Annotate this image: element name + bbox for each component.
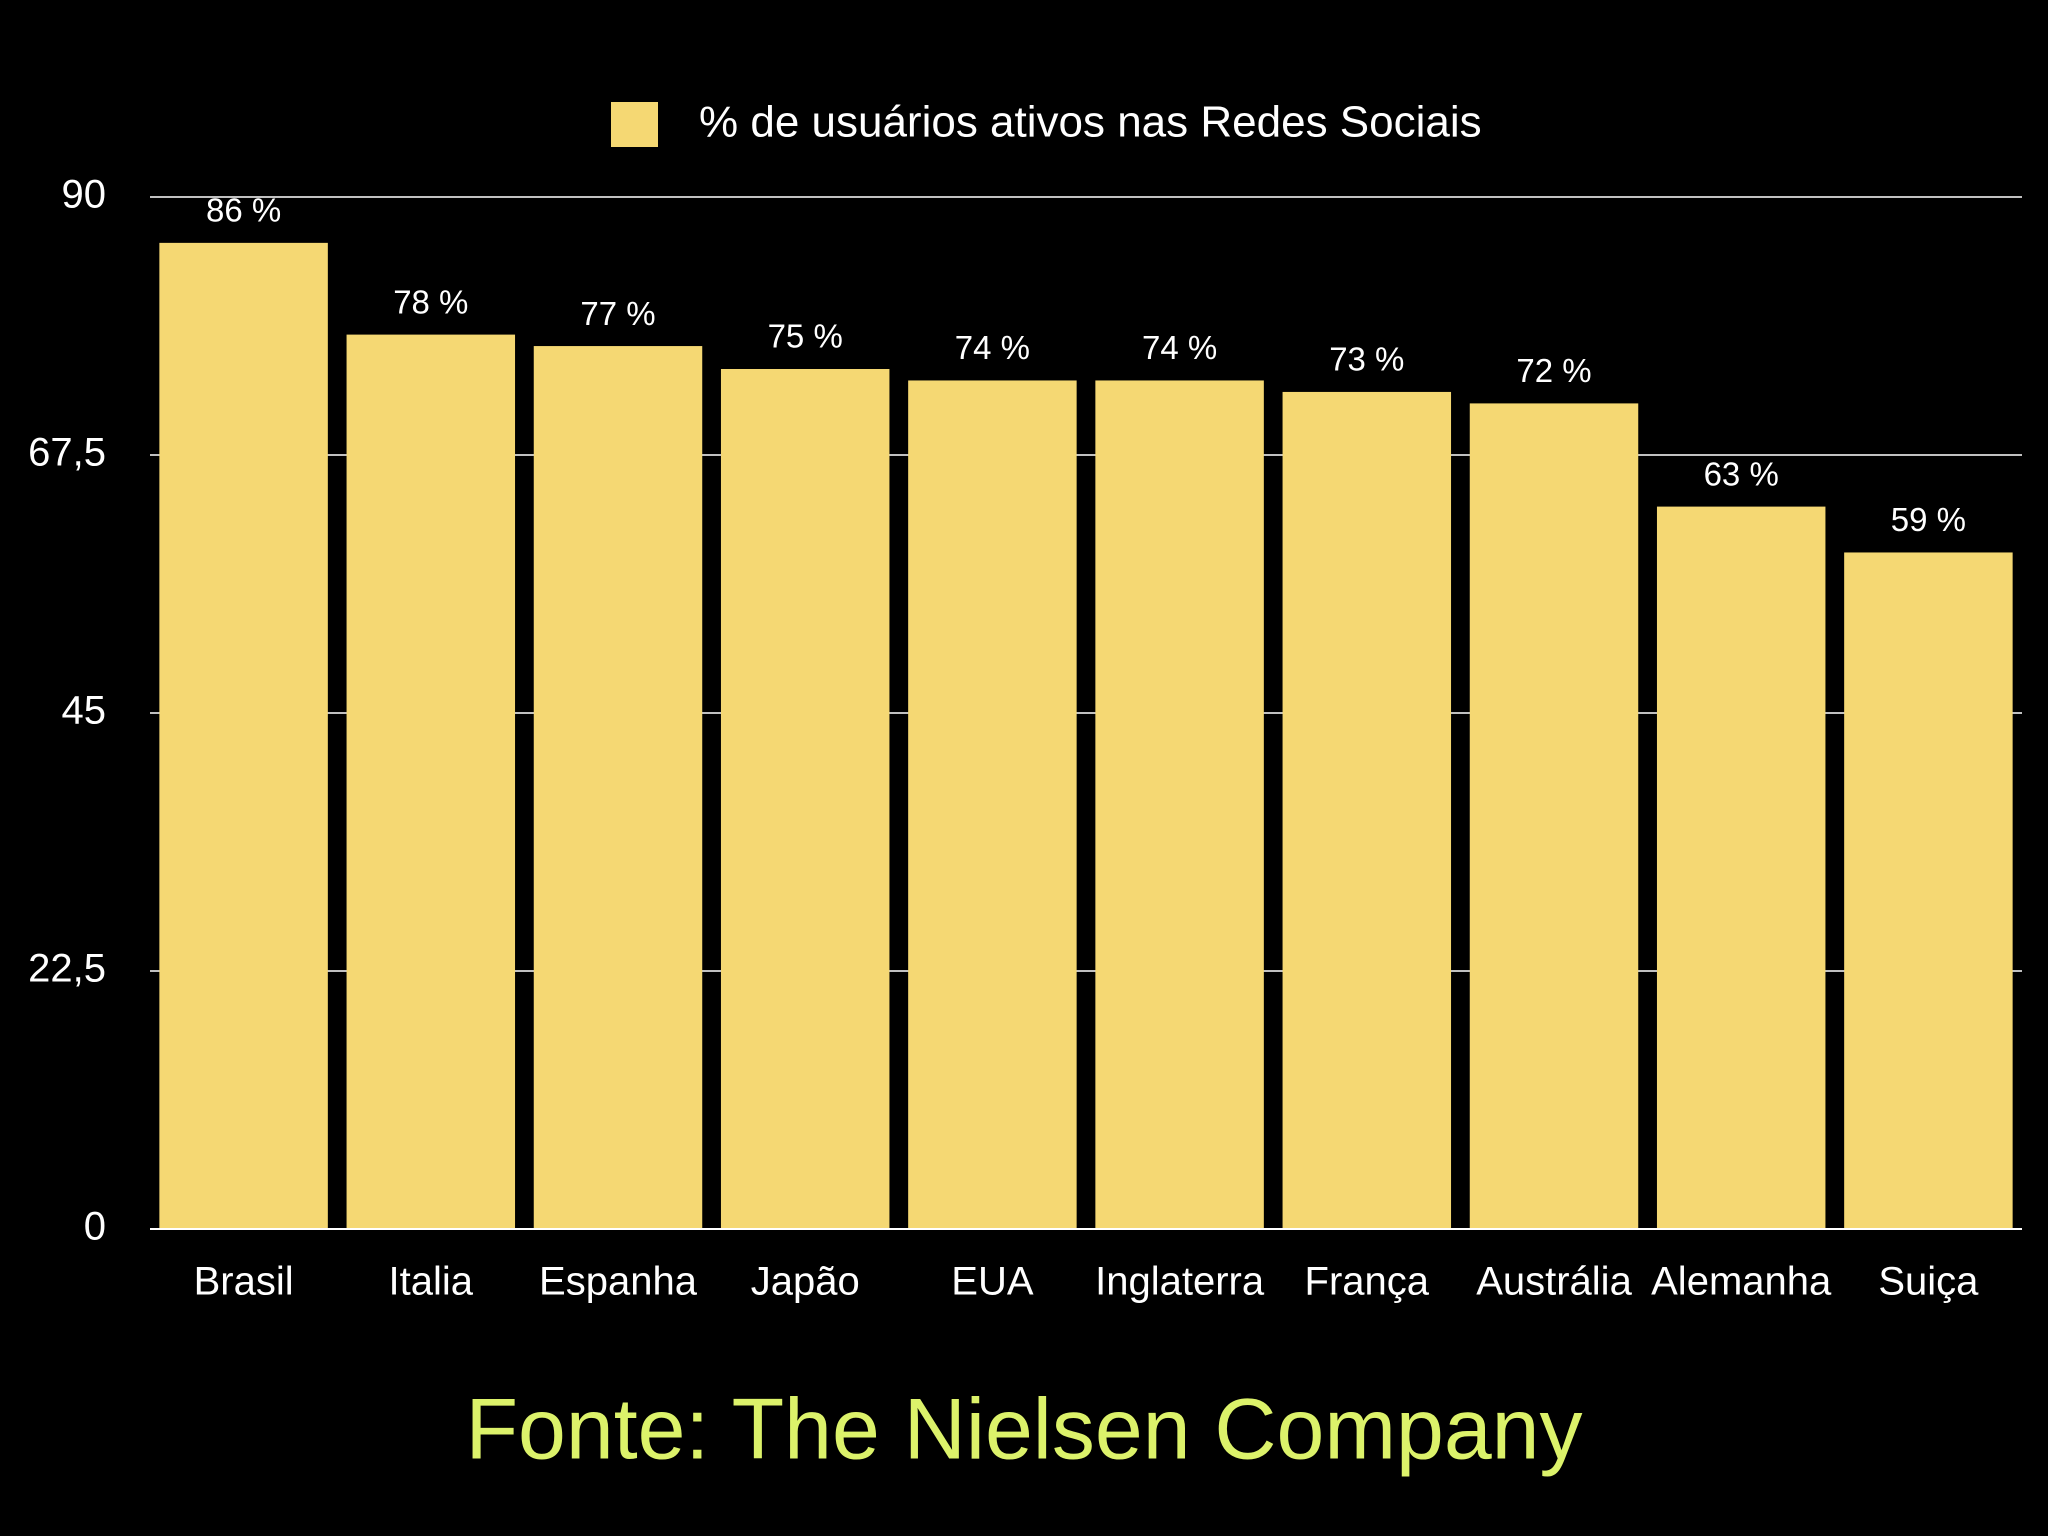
value-label: 73 %: [1329, 341, 1404, 378]
value-label: 78 %: [393, 283, 468, 320]
x-tick-label: Espanha: [539, 1260, 698, 1304]
bar: [533, 346, 703, 1230]
bar: [720, 369, 890, 1229]
legend-swatch: [611, 102, 658, 147]
y-tick-label: 0: [84, 1205, 106, 1249]
value-label: 72 %: [1516, 352, 1591, 389]
value-label: 59 %: [1891, 501, 1966, 538]
y-tick-label: 67,5: [28, 431, 106, 475]
value-label: 77 %: [580, 295, 655, 332]
bar: [1844, 552, 2013, 1229]
x-tick-label: Japão: [751, 1260, 860, 1304]
legend-label: % de usuários ativos nas Redes Sociais: [699, 98, 1482, 147]
bar: [908, 380, 1077, 1229]
bar: [1656, 506, 1826, 1230]
source-footer: Fonte: The Nielsen Company: [466, 1382, 1583, 1478]
x-tick-label: Austrália: [1476, 1260, 1632, 1304]
value-label: 63 %: [1704, 455, 1779, 492]
value-label: 86 %: [206, 192, 281, 229]
y-tick-label: 90: [62, 173, 107, 217]
bar: [346, 334, 516, 1230]
x-tick-label: Suiça: [1878, 1260, 1979, 1304]
bar: [1469, 403, 1639, 1229]
bar: [1095, 380, 1264, 1229]
y-tick-label: 22,5: [28, 947, 106, 991]
x-tick-label: Inglaterra: [1095, 1260, 1265, 1304]
y-tick-label: 45: [62, 689, 107, 733]
bar: [159, 242, 328, 1229]
value-label: 74 %: [955, 329, 1030, 366]
x-tick-label: Alemanha: [1651, 1260, 1832, 1304]
value-label: 74 %: [1142, 329, 1217, 366]
x-tick-label: Brasil: [194, 1260, 294, 1304]
x-tick-label: Italia: [389, 1260, 474, 1304]
x-tick-label: França: [1305, 1260, 1430, 1304]
x-tick-label: EUA: [951, 1260, 1034, 1304]
bar: [1282, 391, 1452, 1229]
value-label: 75 %: [768, 318, 843, 355]
